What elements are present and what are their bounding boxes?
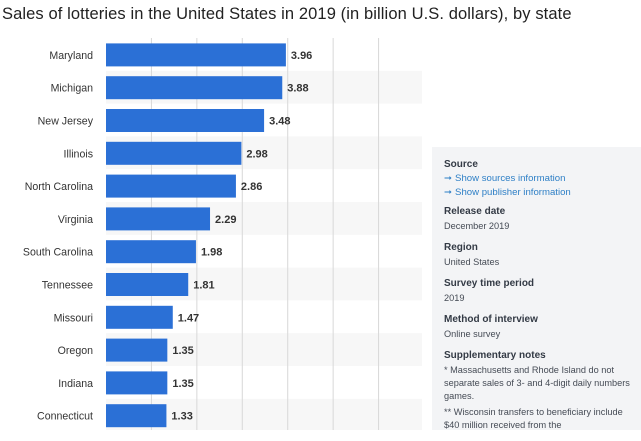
value-label: 1.33	[171, 411, 192, 423]
bar	[106, 305, 173, 329]
method-section: Method of interview Online survey	[444, 314, 636, 341]
bar	[106, 76, 283, 100]
bar	[106, 43, 286, 67]
source-section: Source ➞ Show sources information ➞ Show p…	[444, 159, 636, 198]
supplementary-note-1: * Massachusetts and Rhode Island do not …	[444, 365, 630, 401]
supplementary-section: Supplementary notes * Massachusetts and …	[444, 350, 636, 432]
survey-period-title: Survey time period	[444, 278, 535, 289]
value-label: 3.48	[269, 116, 290, 128]
category-label: Missouri	[54, 312, 93, 324]
value-label: 2.98	[246, 148, 267, 160]
value-label: 1.35	[172, 378, 193, 390]
bar-chart: Maryland 3.96 Michigan 3.88 New Jersey 3.48 Il…	[0, 38, 422, 430]
method-title: Method of interview	[444, 314, 538, 325]
release-date-section: Release date December 2019	[444, 206, 636, 233]
show-publisher-link[interactable]: ➞ Show publisher information	[444, 187, 636, 198]
value-label: 1.47	[178, 312, 199, 324]
supplementary-note-2: ** Wisconsin transfers to beneficiary in…	[444, 407, 623, 430]
region-section: Region United States	[444, 242, 636, 269]
bar	[106, 174, 236, 198]
show-sources-label: Show sources information	[455, 173, 566, 184]
arrow-right-icon: ➞	[444, 187, 453, 198]
chart-svg: Maryland 3.96 Michigan 3.88 New Jersey 3.48 Il…	[23, 38, 422, 430]
survey-period-value: 2019	[444, 293, 465, 303]
show-publisher-label: Show publisher information	[455, 187, 571, 198]
arrow-right-icon: ➞	[444, 173, 453, 184]
value-label: 3.88	[287, 83, 308, 95]
category-label: Indiana	[58, 378, 93, 390]
bar	[106, 273, 189, 296]
bar	[106, 240, 196, 264]
region-value: United States	[444, 257, 500, 267]
show-sources-link[interactable]: ➞ Show sources information	[444, 173, 636, 184]
bar	[106, 207, 211, 231]
value-label: 2.86	[241, 181, 262, 193]
value-label: 3.96	[291, 50, 312, 62]
value-label: 1.98	[201, 247, 222, 259]
value-label: 1.35	[172, 345, 193, 357]
region-title: Region	[444, 242, 478, 253]
category-label: Tennessee	[42, 280, 93, 292]
category-label: New Jersey	[38, 116, 94, 128]
category-label: North Carolina	[25, 181, 93, 193]
page-title: Sales of lotteries in the United States …	[2, 5, 572, 23]
release-date-title: Release date	[444, 206, 506, 217]
release-date-value: December 2019	[444, 221, 510, 231]
supplementary-title: Supplementary notes	[444, 350, 546, 361]
category-label: Virginia	[58, 214, 93, 226]
bar	[106, 109, 265, 132]
category-label: Michigan	[51, 83, 94, 95]
category-label: Oregon	[58, 345, 93, 357]
details-panel: Source ➞ Show sources information ➞ Show p…	[432, 147, 641, 430]
method-value: Online survey	[444, 329, 501, 339]
bar	[106, 371, 168, 395]
bar	[106, 338, 168, 362]
bar	[106, 141, 242, 165]
bar	[106, 404, 167, 428]
survey-period-section: Survey time period 2019	[444, 278, 636, 305]
source-title: Source	[444, 159, 478, 170]
category-label: Illinois	[64, 148, 93, 160]
value-label: 1.81	[193, 280, 214, 292]
category-label: Maryland	[49, 50, 93, 62]
value-label: 2.29	[215, 214, 236, 226]
category-label: South Carolina	[23, 247, 93, 259]
category-label: Connecticut	[37, 411, 93, 423]
